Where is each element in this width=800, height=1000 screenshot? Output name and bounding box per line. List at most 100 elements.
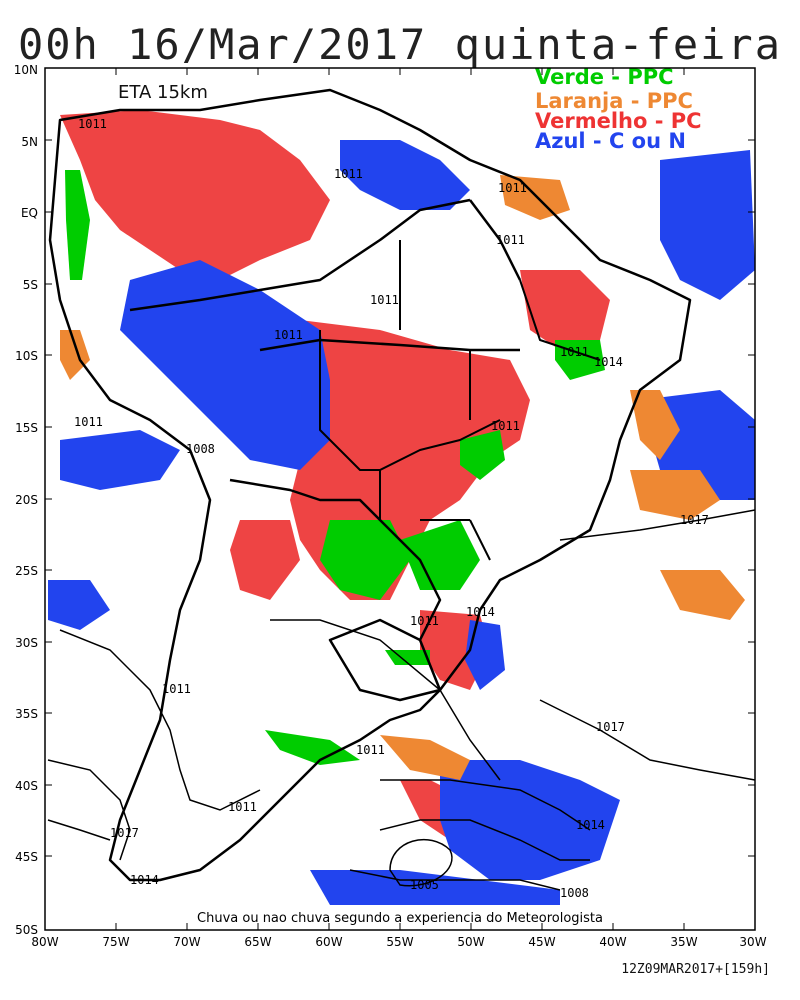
blue-area-rs [465, 620, 505, 690]
isobar-label: 1014 [594, 355, 623, 369]
isobar-1011-south [379, 819, 590, 861]
isobar-label: 1011 [498, 181, 527, 195]
isobar-label: 1011 [162, 682, 191, 696]
run-info: 12Z09MAR2017+[159h] [621, 962, 770, 977]
map-title: 00h 16/Mar/2017 quinta-feira [17, 20, 782, 69]
isobars [47, 509, 756, 891]
lat-label: 40S [15, 779, 38, 793]
red-area-sw [230, 520, 300, 600]
lat-label: 5N [21, 135, 38, 149]
blue-area-south-coast [310, 870, 560, 905]
lat-label: 45S [15, 850, 38, 864]
lat-label: 5S [23, 278, 38, 292]
isobar-label: 1011 [356, 743, 385, 757]
brazil-border [129, 198, 522, 702]
isobar-label: 1011 [496, 233, 525, 247]
isobar-1011-pacific [59, 629, 261, 811]
isobar-1014-south [380, 779, 591, 831]
legend-verde: Verde - PPC [535, 65, 674, 89]
lat-label: EQ [21, 206, 38, 220]
lat-label: 35S [15, 707, 38, 721]
isobar-1008-south [349, 869, 561, 891]
isobar-label: 1011 [74, 415, 103, 429]
isobar-label: 1011 [370, 293, 399, 307]
green-area-argentina [265, 730, 360, 765]
blue-area-north [340, 140, 470, 210]
lat-label: 25S [15, 564, 38, 578]
green-area-andes [65, 170, 90, 280]
isobar-1011-atlantic [270, 619, 501, 781]
isobar-label: 1005 [410, 878, 439, 892]
red-area-east [520, 270, 610, 350]
legend-vermelho: Vermelho - PC [535, 109, 702, 133]
blue-area-northeast [660, 150, 755, 300]
legend: Verde - PPC Laranja - PPC Vermelho - PC … [535, 65, 702, 153]
orange-area-east [630, 470, 720, 520]
green-area-southeast [400, 520, 480, 590]
isobar-label: 1014 [466, 605, 495, 619]
lat-axis: 10N 5N EQ 5S 10S 15S 20S 25S 30S 35S 40S… [14, 63, 38, 937]
red-area-north [60, 110, 330, 280]
blue-area-amazon [120, 260, 330, 470]
isobar-1017-south [539, 699, 756, 781]
lat-label: 20S [15, 493, 38, 507]
orange-area-argentina [380, 735, 470, 780]
isobar-label: 1011 [491, 419, 520, 433]
lon-label: 35W [670, 935, 697, 949]
isobar-labels: 1011 1011 1011 1011 1011 1011 1011 1014 … [74, 117, 709, 900]
lat-label: 15S [15, 421, 38, 435]
precip-patches [48, 110, 755, 905]
lon-ticks [115, 68, 685, 930]
orange-area-ne-atlantic [630, 390, 680, 460]
lat-label: 10S [15, 349, 38, 363]
lat-label: 50S [15, 923, 38, 937]
lon-axis: 80W 75W 70W 65W 60W 55W 50W 45W 40W 35W … [31, 935, 766, 949]
bottom-note: Chuva ou nao chuva segundo a experiencia… [197, 911, 603, 926]
lon-label: 40W [599, 935, 626, 949]
orange-area-west-coast [60, 330, 90, 380]
lon-label: 65W [244, 935, 271, 949]
south-america-coastline [48, 88, 692, 882]
boundaries [48, 88, 692, 882]
isobar-label: 1008 [560, 886, 589, 900]
blue-area-south-atlantic [440, 760, 620, 880]
lon-label: 45W [528, 935, 555, 949]
isobar-label: 1011 [410, 614, 439, 628]
green-area-south [320, 520, 410, 600]
lon-label: 75W [102, 935, 129, 949]
lat-label: 30S [15, 636, 38, 650]
legend-azul: Azul - C ou N [535, 129, 686, 153]
isobar-label: 1011 [78, 117, 107, 131]
isobar-1017-pacific [47, 819, 111, 841]
isobar-1014-pacific [47, 759, 131, 861]
orange-area-guiana [500, 175, 570, 220]
blue-area-pacific [48, 580, 110, 630]
lon-label: 80W [31, 935, 58, 949]
isobar-label: 1014 [576, 818, 605, 832]
isobar-label: 1017 [596, 720, 625, 734]
lon-label: 70W [173, 935, 200, 949]
lon-label: 50W [457, 935, 484, 949]
isobar-label: 1008 [186, 442, 215, 456]
isobar-label: 1014 [130, 873, 159, 887]
lat-ticks [45, 139, 755, 857]
lat-label: 10N [14, 63, 38, 77]
legend-laranja: Laranja - PPC [535, 89, 693, 113]
isobar-label: 1011 [334, 167, 363, 181]
lon-label: 55W [386, 935, 413, 949]
lon-label: 60W [315, 935, 342, 949]
isobar-label: 1011 [228, 800, 257, 814]
isobar-label: 1017 [680, 513, 709, 527]
state-lines [319, 240, 601, 561]
green-area-goias [460, 430, 505, 480]
isobar-1005-low [389, 839, 453, 887]
orange-area-south-atlantic [660, 570, 745, 620]
isobar-label: 1011 [560, 345, 589, 359]
model-label: ETA 15km [118, 82, 208, 103]
lon-label: 30W [739, 935, 766, 949]
isobar-label: 1011 [274, 328, 303, 342]
isobar-label: 1017 [110, 826, 139, 840]
isobar-1017-east [559, 509, 756, 541]
blue-area-west-bolivia [60, 430, 180, 490]
